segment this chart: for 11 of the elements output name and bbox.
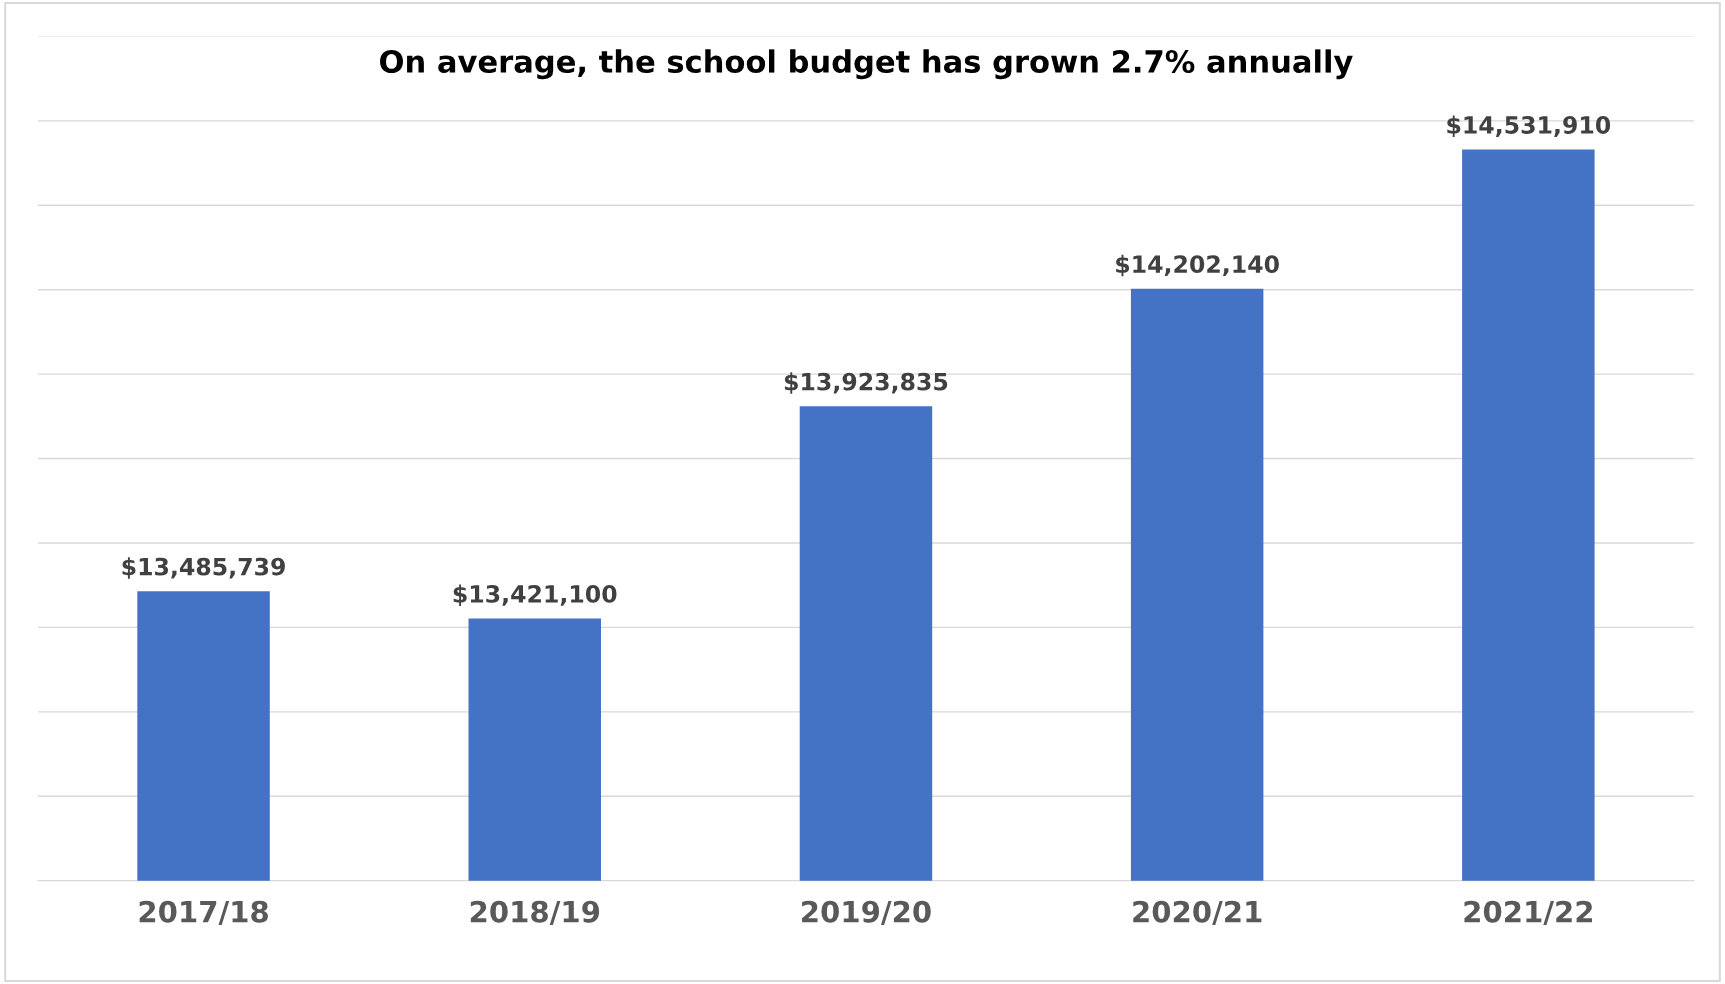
data-label: $13,923,835 — [784, 372, 948, 394]
x-tick-label: 2021/22 — [1464, 900, 1593, 925]
x-tick-label: 2019/20 — [802, 900, 931, 925]
chart-title: On average, the school budget has grown 2.7% annually — [380, 49, 1353, 80]
data-label: $14,202,140 — [1116, 254, 1279, 277]
data-label: $14,531,910 — [1447, 115, 1611, 138]
x-tick-label: 2020/21 — [1133, 900, 1262, 925]
data-label: $13,485,739 — [122, 557, 285, 579]
x-tick-label: 2018/19 — [470, 900, 600, 925]
data-label: $13,421,100 — [453, 584, 617, 606]
x-tick-label: 2017/18 — [139, 900, 268, 925]
